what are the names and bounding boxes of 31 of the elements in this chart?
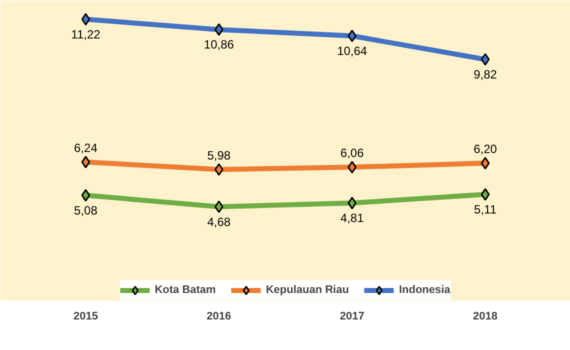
- point: [81, 189, 90, 202]
- data-label: 4,68: [207, 214, 231, 229]
- point: [348, 196, 357, 210]
- data-label: 9,82: [474, 67, 498, 82]
- point: [214, 23, 224, 36]
- point: [214, 163, 224, 176]
- data-label: 11,22: [71, 27, 101, 42]
- x-tick-label: 2018: [473, 310, 498, 322]
- data-label: 6,20: [474, 142, 498, 156]
- point: [480, 188, 490, 201]
- data-label: 5,11: [474, 202, 497, 216]
- point: [81, 13, 90, 26]
- data-label: 5,08: [74, 203, 98, 218]
- data-label: 4,81: [340, 211, 364, 226]
- point: [348, 160, 357, 174]
- data-label: 6,06: [340, 146, 364, 160]
- x-tick-label: 2017: [340, 310, 364, 322]
- point: [81, 156, 90, 168]
- x-tick-label: 2016: [206, 310, 232, 322]
- legend-label: Indonesia: [398, 284, 450, 296]
- data-label: 10,86: [204, 38, 234, 52]
- point: [348, 30, 357, 42]
- legend-label: Kepulauan Riau: [266, 284, 349, 296]
- data-label: 10,64: [337, 44, 368, 58]
- point: [480, 156, 490, 170]
- point: [214, 200, 224, 213]
- data-label: 6,24: [74, 141, 98, 156]
- point: [480, 53, 490, 66]
- x-tick-label: 2015: [74, 310, 98, 322]
- legend-label: Kota Batam: [154, 284, 216, 296]
- data-label: 5,98: [207, 148, 231, 162]
